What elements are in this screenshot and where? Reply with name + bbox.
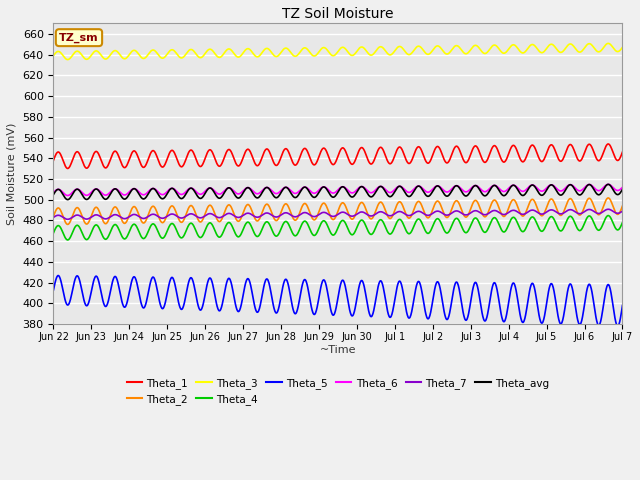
Line: Theta_6: Theta_6 <box>54 184 623 195</box>
Theta_2 <box>552 202 559 208</box>
Theta_5 <box>54 273 62 278</box>
Theta_6 <box>552 184 559 190</box>
Theta_1 <box>240 152 248 158</box>
Title: TZ Soil Moisture: TZ Soil Moisture <box>282 7 394 21</box>
Theta_4 <box>427 228 435 234</box>
Theta_avg <box>163 192 170 198</box>
Theta_3 <box>427 50 435 56</box>
Line: Theta_5: Theta_5 <box>54 276 623 326</box>
Theta_3 <box>552 44 559 50</box>
Theta_7 <box>501 212 509 217</box>
Theta_avg <box>427 192 435 197</box>
Theta_5 <box>427 310 435 315</box>
Theta_1 <box>177 163 184 169</box>
Theta_5 <box>619 303 627 309</box>
Theta_avg <box>604 181 612 187</box>
Text: TZ_sm: TZ_sm <box>59 33 99 43</box>
Theta_avg <box>64 197 72 203</box>
Theta_avg <box>50 192 58 197</box>
Theta_3 <box>177 55 184 60</box>
Line: Theta_3: Theta_3 <box>54 43 623 60</box>
Theta_5 <box>177 305 184 311</box>
Theta_3 <box>619 45 627 50</box>
Theta_5 <box>501 318 509 324</box>
Theta_7 <box>163 214 170 219</box>
Theta_3 <box>163 52 170 58</box>
Theta_4 <box>552 219 559 225</box>
Theta_5 <box>50 287 58 293</box>
Theta_6 <box>604 181 612 187</box>
Theta_2 <box>240 207 248 213</box>
Theta_5 <box>163 294 170 300</box>
Theta_6 <box>427 188 435 194</box>
Theta_7 <box>604 206 612 212</box>
Line: Theta_4: Theta_4 <box>54 216 623 240</box>
Theta_2 <box>50 214 58 219</box>
Line: Theta_2: Theta_2 <box>54 198 623 224</box>
Theta_2 <box>427 212 435 218</box>
Theta_7 <box>240 212 248 217</box>
Theta_2 <box>619 203 627 209</box>
Theta_5 <box>614 323 621 329</box>
Theta_5 <box>240 288 248 293</box>
Theta_2 <box>501 213 509 219</box>
Theta_avg <box>177 195 184 201</box>
Theta_2 <box>177 219 184 225</box>
Theta_1 <box>604 141 612 147</box>
Theta_3 <box>64 57 72 62</box>
Theta_6 <box>240 187 248 192</box>
Theta_6 <box>501 189 509 194</box>
Theta_6 <box>50 190 58 195</box>
Theta_4 <box>501 228 509 234</box>
Theta_1 <box>64 166 72 171</box>
Theta_6 <box>177 192 184 197</box>
Theta_6 <box>619 184 627 190</box>
Line: Theta_1: Theta_1 <box>54 144 623 168</box>
Theta_7 <box>177 215 184 221</box>
Legend: Theta_1, Theta_2, Theta_3, Theta_4, Theta_5, Theta_6, Theta_7, Theta_avg: Theta_1, Theta_2, Theta_3, Theta_4, Thet… <box>122 374 554 409</box>
Theta_1 <box>427 157 435 163</box>
Theta_avg <box>501 192 509 198</box>
Line: Theta_avg: Theta_avg <box>54 184 623 200</box>
Theta_4 <box>619 220 627 226</box>
Theta_2 <box>163 213 170 219</box>
X-axis label: ~Time: ~Time <box>320 345 356 355</box>
Theta_4 <box>240 225 248 230</box>
Theta_2 <box>604 195 612 201</box>
Theta_4 <box>50 230 58 236</box>
Theta_avg <box>619 187 627 192</box>
Theta_3 <box>240 49 248 55</box>
Theta_4 <box>604 213 612 218</box>
Theta_6 <box>64 192 72 198</box>
Theta_3 <box>604 40 612 46</box>
Theta_7 <box>619 208 627 214</box>
Theta_3 <box>50 53 58 59</box>
Theta_7 <box>50 215 58 220</box>
Theta_2 <box>64 221 72 227</box>
Theta_7 <box>427 212 435 217</box>
Theta_7 <box>64 216 72 222</box>
Theta_1 <box>552 148 559 154</box>
Theta_1 <box>50 157 58 163</box>
Theta_1 <box>501 159 509 165</box>
Theta_4 <box>163 230 170 236</box>
Theta_7 <box>552 208 559 214</box>
Theta_6 <box>163 189 170 195</box>
Theta_4 <box>177 235 184 240</box>
Theta_3 <box>501 50 509 56</box>
Y-axis label: Soil Moisture (mV): Soil Moisture (mV) <box>7 123 17 225</box>
Theta_avg <box>240 189 248 194</box>
Theta_avg <box>552 186 559 192</box>
Theta_4 <box>64 237 72 243</box>
Theta_1 <box>619 149 627 155</box>
Line: Theta_7: Theta_7 <box>54 209 623 219</box>
Theta_1 <box>163 158 170 164</box>
Theta_5 <box>552 295 559 301</box>
